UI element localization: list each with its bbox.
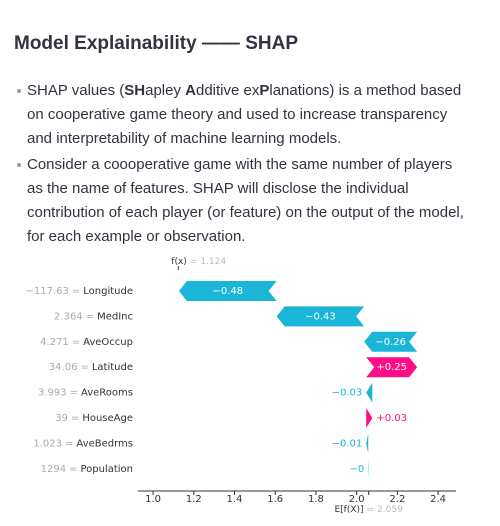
bullet: Consider a coooperative game with the sa…	[17, 153, 472, 249]
sep: =	[86, 311, 94, 322]
text: apley	[145, 82, 186, 99]
sep: =	[190, 257, 198, 267]
sep: =	[70, 388, 78, 399]
x-tick-label: 1.4	[227, 494, 243, 505]
fx-label: f(x) = 1.124	[171, 257, 226, 267]
feature-label: 34.06 = Latitude	[49, 362, 133, 373]
feature-label: 4.271 = AveOccup	[40, 337, 133, 348]
feature-value: 39	[55, 413, 68, 424]
feature-label: 2.364 = MedInc	[54, 311, 133, 322]
x-tick-label: 2.0	[349, 494, 365, 505]
feature-label: 1294 = Population	[41, 464, 133, 475]
feature-label: −117.63 = Longitude	[25, 286, 133, 297]
text: SHAP values (	[27, 82, 125, 99]
bar	[276, 306, 365, 327]
feature-value: 1294	[41, 464, 66, 475]
feature-label: 39 = HouseAge	[55, 413, 133, 424]
value-label: +0.25	[376, 362, 407, 373]
feature-value: 34.06	[49, 362, 78, 373]
feature-label: 3.993 = AveRooms	[38, 388, 133, 399]
sep: =	[72, 337, 80, 348]
value-label: −0.01	[332, 438, 363, 449]
text: A	[185, 82, 196, 99]
x-tick-label: 2.4	[430, 494, 446, 505]
title: Model Explainability —— SHAP	[14, 33, 298, 54]
value-label: +0.03	[376, 413, 407, 424]
feature-name: AveBedrms	[76, 438, 133, 449]
bar	[366, 382, 373, 403]
text: Consider a coooperative game with the sa…	[27, 156, 464, 245]
x-tick-label: 1.2	[186, 494, 202, 505]
text: SH	[124, 82, 146, 99]
feature-name: MedInc	[97, 311, 133, 322]
value-label: −0.03	[332, 388, 363, 399]
bar	[364, 331, 418, 352]
sep: =	[80, 362, 88, 373]
value-label: −0.26	[375, 337, 406, 348]
value: 1.124	[200, 257, 226, 267]
value-label: −0	[350, 464, 365, 475]
feature-name: HouseAge	[82, 413, 133, 424]
feature-value: 2.364	[54, 311, 83, 322]
sep: =	[72, 286, 80, 297]
label: E[f(X)]	[334, 505, 363, 515]
feature-value: −117.63	[25, 286, 68, 297]
feature-value: 3.993	[38, 388, 67, 399]
bar	[366, 433, 369, 454]
feature-name: AveRooms	[81, 388, 133, 399]
sep: =	[367, 505, 375, 515]
bar	[366, 357, 418, 378]
x-tick-label: 2.2	[389, 494, 405, 505]
bullet: SHAP values (SHapley Additive exPlanatio…	[17, 79, 472, 151]
feature-name: Population	[80, 464, 133, 475]
feature-name: Longitude	[83, 286, 133, 297]
x-tick-label: 1.8	[308, 494, 324, 505]
feature-name: AveOccup	[83, 337, 133, 348]
bullet-list: SHAP values (SHapley Additive exPlanatio…	[0, 79, 472, 251]
feature-value: 4.271	[40, 337, 69, 348]
text: P	[259, 82, 270, 99]
value-label: −0.43	[305, 311, 336, 322]
label: f(x)	[171, 257, 187, 267]
feature-name: Latitude	[92, 362, 133, 373]
text: dditive ex	[195, 82, 260, 99]
sep: =	[69, 464, 77, 475]
bar	[366, 408, 373, 428]
sep: =	[71, 413, 79, 424]
sep: =	[65, 438, 73, 449]
x-tick-label: 1.0	[145, 494, 161, 505]
x-tick-label: 1.6	[267, 494, 283, 505]
value-label: −0.48	[212, 286, 243, 297]
value: 2.059	[377, 505, 403, 515]
feature-label: 1.023 = AveBedrms	[33, 438, 133, 449]
feature-value: 1.023	[33, 438, 62, 449]
bar	[178, 281, 277, 301]
base-label: E[f(X)] = 2.059	[334, 505, 403, 515]
text: lanations) is a method based on cooperat…	[27, 82, 462, 147]
